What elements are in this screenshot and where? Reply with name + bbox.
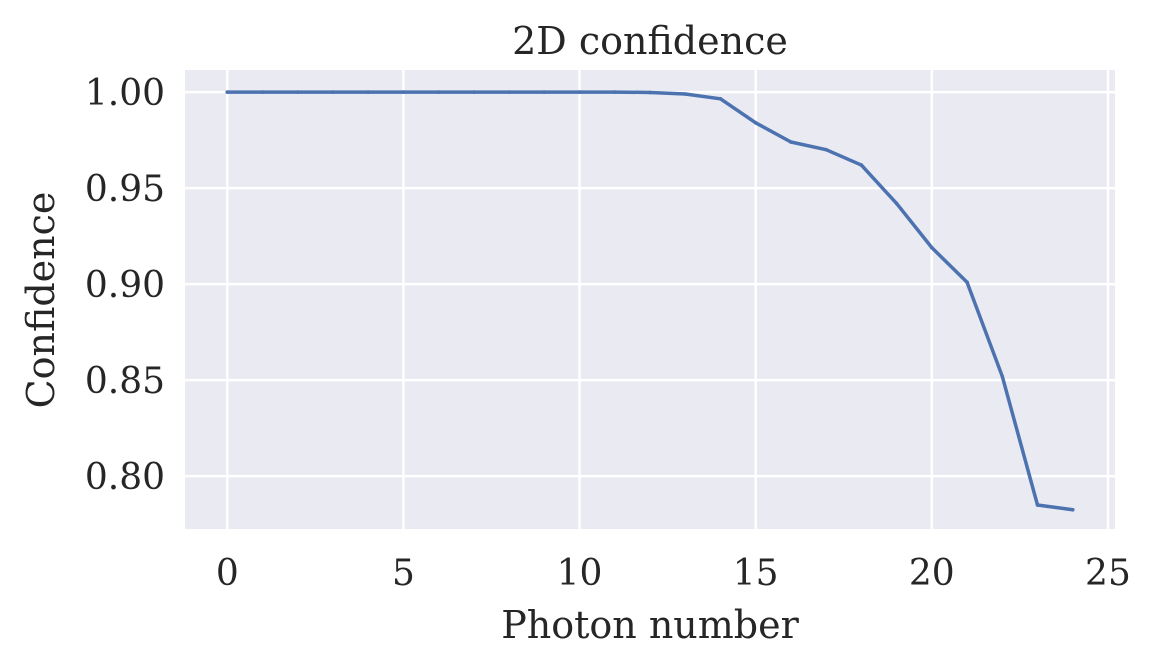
y-tick-label: 0.85 (85, 361, 165, 402)
data-point (718, 97, 723, 101)
x-tick-label: 15 (733, 553, 779, 594)
data-point (295, 90, 300, 94)
plot-area (185, 70, 1115, 529)
data-point (331, 90, 335, 94)
data-point (894, 201, 899, 206)
x-tick-label: 5 (392, 553, 415, 594)
y-tick-label: 1.00 (85, 73, 165, 114)
data-point (401, 90, 406, 94)
data-point (260, 90, 265, 94)
data-point (930, 245, 934, 250)
data-point (965, 280, 969, 285)
y-tick-label: 0.90 (85, 265, 165, 306)
y-tick-label: 0.95 (85, 169, 165, 210)
chart-title: 2D confidence (512, 19, 788, 63)
data-point (577, 90, 582, 94)
data-point (753, 121, 758, 125)
data-point (1035, 503, 1040, 507)
series-layer (225, 90, 1075, 512)
data-point (789, 140, 793, 144)
data-point (648, 90, 652, 95)
y-axis-label: Confidence (19, 192, 63, 409)
data-point (436, 90, 441, 94)
data-point (507, 90, 511, 94)
data-point (225, 90, 230, 94)
data-point (612, 90, 617, 94)
x-tick-label: 25 (1085, 553, 1131, 594)
data-point (824, 147, 828, 152)
data-point (366, 90, 370, 94)
x-tick-label: 20 (909, 553, 955, 594)
x-tick-label: 0 (216, 553, 239, 594)
x-tick-label: 10 (557, 553, 603, 594)
data-point (1070, 507, 1075, 512)
data-point (859, 163, 864, 167)
data-point (542, 90, 547, 94)
y-tick-label: 0.80 (85, 457, 165, 498)
x-axis-label: Photon number (501, 603, 799, 647)
data-point (683, 92, 688, 96)
x-tick-labels: 0 5 10 15 20 25 (216, 553, 1131, 594)
data-point (472, 90, 476, 94)
y-tick-labels: 0.80 0.85 0.90 0.95 1.00 (85, 73, 165, 498)
data-point (1000, 374, 1005, 379)
